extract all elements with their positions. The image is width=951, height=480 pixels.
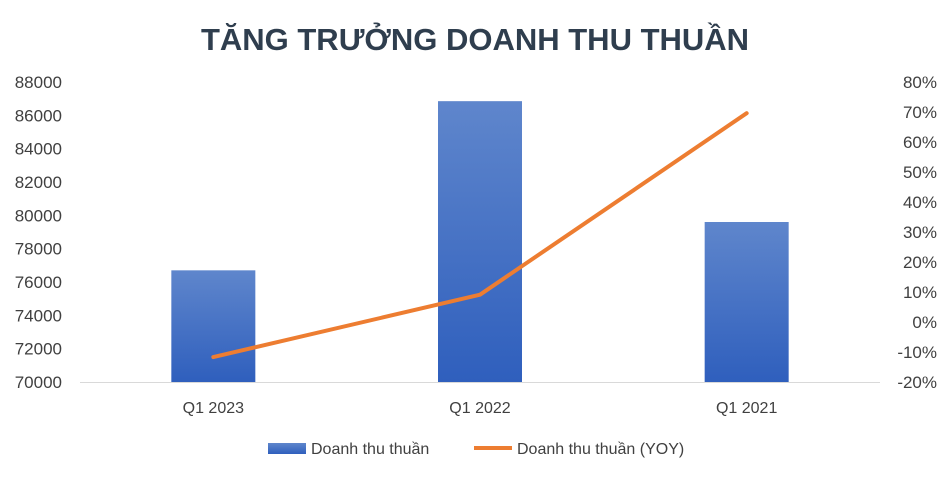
- legend-swatch-bar: [268, 443, 306, 454]
- yoy-line: [211, 111, 749, 360]
- right-tick-label: 30%: [903, 223, 937, 242]
- left-tick-label: 76000: [15, 273, 62, 292]
- right-tick-label: 70%: [903, 103, 937, 122]
- chart-title: TĂNG TRƯỞNG DOANH THU THUẦN: [201, 21, 749, 57]
- left-tick-label: 80000: [15, 206, 62, 225]
- legend-label-bar: Doanh thu thuần: [311, 441, 429, 458]
- legend: Doanh thu thuần Doanh thu thuần (YOY): [268, 441, 684, 458]
- legend-label-line: Doanh thu thuần (YOY): [517, 441, 684, 458]
- category-label: Q1 2023: [183, 400, 244, 417]
- right-tick-label: -20%: [897, 373, 937, 392]
- bar: [704, 222, 789, 382]
- right-tick-label: 20%: [903, 253, 937, 272]
- bar: [171, 270, 256, 382]
- category-labels: Q1 2023 Q1 2022 Q1 2021: [183, 400, 778, 417]
- right-tick-label: 60%: [903, 133, 937, 152]
- bar-series: [171, 101, 789, 383]
- left-tick-label: 84000: [15, 140, 62, 159]
- left-tick-label: 86000: [15, 106, 62, 125]
- right-tick-label: 0%: [912, 313, 937, 332]
- category-label: Q1 2021: [716, 400, 777, 417]
- bar: [438, 101, 522, 383]
- left-tick-label: 74000: [15, 306, 62, 325]
- right-tick-label: 40%: [903, 193, 937, 212]
- right-axis: -20% -10% 0% 10% 20% 30% 40% 50% 60% 70% 80%: [897, 73, 937, 392]
- right-tick-label: 80%: [903, 73, 937, 92]
- left-tick-label: 88000: [15, 73, 62, 92]
- left-tick-label: 82000: [15, 173, 62, 192]
- right-tick-label: 50%: [903, 163, 937, 182]
- line-series: [211, 111, 749, 360]
- left-tick-label: 78000: [15, 240, 62, 259]
- right-tick-label: 10%: [903, 283, 937, 302]
- left-tick-label: 70000: [15, 373, 62, 392]
- category-label: Q1 2022: [449, 400, 510, 417]
- left-tick-label: 72000: [15, 340, 62, 359]
- left-axis: 70000 72000 74000 76000 78000 80000 82000 84000…: [15, 73, 62, 392]
- right-tick-label: -10%: [897, 343, 937, 362]
